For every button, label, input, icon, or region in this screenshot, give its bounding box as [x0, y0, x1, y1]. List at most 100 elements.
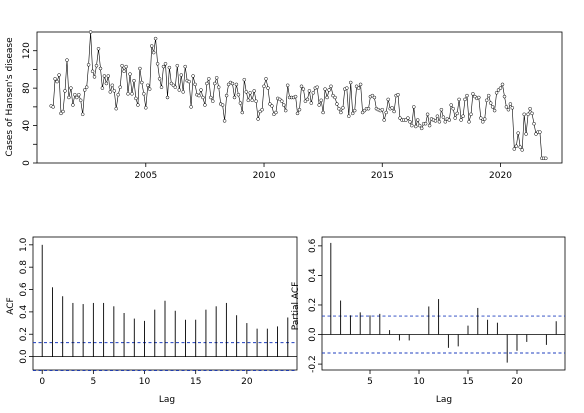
data-point — [181, 90, 185, 94]
data-point — [419, 126, 424, 131]
data-point — [128, 72, 132, 76]
data-point — [242, 77, 247, 82]
data-point — [449, 103, 453, 107]
data-point — [321, 110, 325, 115]
data-point — [122, 69, 126, 74]
data-point — [441, 115, 446, 119]
data-point — [516, 131, 520, 135]
data-point — [144, 106, 148, 110]
data-point — [230, 81, 235, 86]
data-point — [463, 97, 467, 102]
data-point — [232, 95, 237, 100]
pacf-y-tick-label: -0.2 — [308, 355, 318, 373]
data-point — [433, 119, 438, 123]
data-point — [73, 92, 77, 97]
data-point — [494, 91, 499, 95]
data-point — [297, 107, 302, 112]
data-point — [417, 123, 422, 128]
data-point — [248, 91, 252, 95]
data-point — [281, 103, 286, 107]
data-point — [280, 99, 284, 103]
pacf-x-axis: 5 10 15 20 — [367, 370, 523, 387]
data-point — [492, 108, 497, 113]
data-point — [544, 156, 548, 161]
data-point — [333, 95, 337, 100]
data-point — [222, 119, 227, 123]
data-point — [205, 81, 209, 86]
data-point — [453, 116, 457, 120]
acf-x-tick-label: 0 — [39, 377, 45, 387]
pacf-frame — [321, 236, 566, 371]
data-point — [532, 121, 536, 126]
time-series-line — [51, 31, 546, 159]
data-point — [175, 63, 180, 68]
time-series-x-tick-label: 2020 — [489, 171, 512, 181]
data-point — [410, 123, 414, 128]
data-point — [120, 63, 124, 68]
data-point — [307, 89, 312, 93]
data-point — [187, 79, 191, 84]
data-point — [266, 86, 270, 90]
data-point — [136, 103, 140, 107]
acf-y-axis-label: ACF — [6, 297, 16, 314]
data-point — [299, 84, 304, 89]
data-point — [110, 83, 115, 88]
pacf-y-tick-label: 0.0 — [308, 327, 318, 342]
data-point — [500, 82, 505, 87]
data-point — [88, 30, 93, 34]
data-point — [482, 117, 487, 121]
data-point — [78, 98, 83, 103]
data-point — [406, 116, 410, 120]
data-point — [102, 74, 107, 78]
pacf-y-tick-label: 0.2 — [308, 298, 318, 312]
data-point — [386, 97, 390, 102]
data-point — [112, 89, 117, 93]
time-series-x-tick-label: 2010 — [253, 171, 276, 181]
data-point — [471, 92, 475, 96]
data-point — [339, 110, 343, 115]
data-point — [106, 74, 111, 78]
data-point — [203, 103, 207, 107]
data-point — [53, 77, 57, 81]
data-point — [177, 88, 182, 92]
data-point — [262, 84, 266, 89]
data-point — [86, 63, 91, 67]
data-point — [142, 92, 146, 96]
acf-y-tick-label: 1.0 — [19, 237, 29, 252]
time-series-y-axis: 0 40 80 120 — [22, 42, 37, 166]
data-point — [165, 95, 170, 100]
data-point — [315, 85, 319, 89]
data-point — [366, 106, 371, 111]
data-point — [504, 105, 509, 109]
data-point — [157, 77, 162, 81]
pacf-bars — [322, 242, 565, 363]
data-point — [155, 62, 160, 66]
data-point — [236, 92, 241, 97]
time-series-x-axis: 2005 2010 2015 2020 — [134, 163, 512, 181]
data-point — [488, 101, 493, 105]
time-series-frame — [36, 31, 563, 164]
data-point — [392, 109, 396, 114]
data-point — [481, 120, 485, 124]
data-point — [498, 86, 503, 90]
data-point — [335, 102, 339, 106]
data-point — [345, 86, 349, 90]
data-point — [90, 69, 95, 74]
data-point — [325, 95, 329, 100]
data-point — [220, 103, 225, 107]
pacf-x-tick-label: 20 — [511, 377, 523, 387]
data-point — [414, 124, 418, 129]
pacf-x-tick-label: 15 — [462, 377, 473, 387]
acf-x-axis: 0 5 10 15 20 — [39, 370, 253, 387]
data-point — [98, 66, 103, 71]
data-point — [484, 98, 489, 103]
data-point — [341, 106, 345, 110]
data-point — [211, 99, 215, 103]
data-point — [283, 108, 288, 113]
data-point — [116, 92, 120, 97]
data-point — [350, 111, 355, 116]
data-point — [384, 110, 388, 115]
data-point — [108, 90, 113, 94]
data-point — [528, 106, 532, 111]
